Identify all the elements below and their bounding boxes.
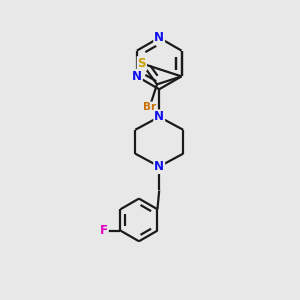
Text: N: N	[132, 70, 142, 83]
Text: N: N	[154, 110, 164, 123]
Text: F: F	[100, 224, 108, 237]
Text: N: N	[154, 31, 164, 44]
Text: S: S	[138, 57, 146, 70]
Text: N: N	[154, 160, 164, 173]
Text: Br: Br	[143, 102, 156, 112]
